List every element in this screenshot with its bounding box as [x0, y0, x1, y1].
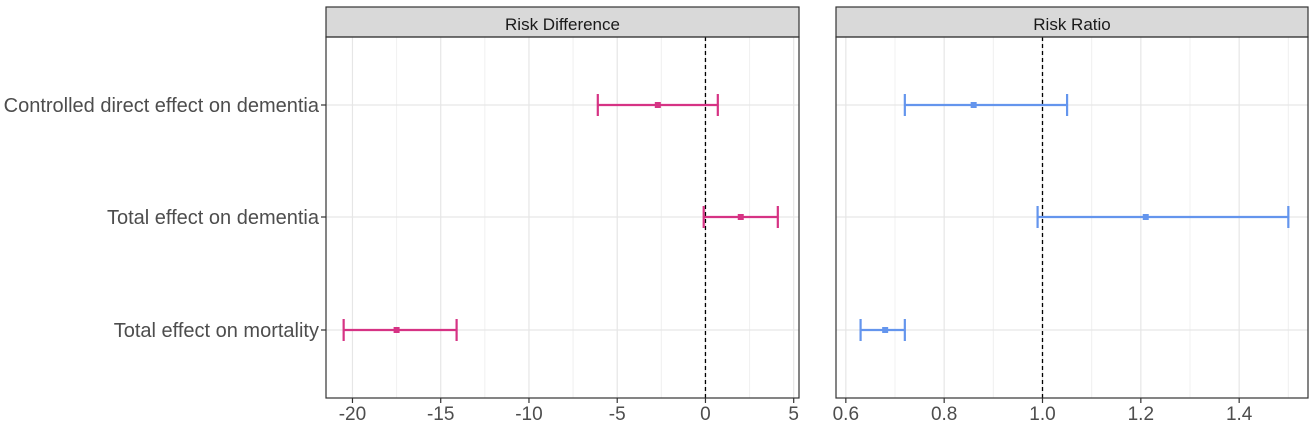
point-estimate: [654, 102, 661, 108]
category-label: Total effect on dementia: [107, 207, 320, 229]
x-tick-label: 1.0: [1029, 404, 1055, 425]
errorbar-1: [903, 94, 1069, 116]
panel-title: Risk Ratio: [1033, 15, 1110, 34]
category-label: Total effect on mortality: [114, 320, 319, 342]
panel-risk-ratio: Risk Ratio 0.6 0.8 1.0 1.2 1.4: [833, 6, 1309, 425]
errorbar-3: [859, 319, 906, 341]
errorbar-2: [1036, 206, 1290, 228]
point-estimate: [393, 327, 400, 333]
x-tick-label: -15: [427, 404, 454, 425]
point-estimate: [737, 214, 744, 220]
x-tick-label: -10: [515, 404, 542, 425]
errorbar-3: [342, 319, 458, 341]
x-tick-label: 5: [788, 404, 799, 425]
errorbar-1: [596, 94, 719, 116]
category-label: Controlled direct effect on dementia: [4, 95, 320, 117]
panel-border: [835, 36, 1309, 399]
panel-border: [325, 36, 800, 399]
errorbar-2: [702, 206, 779, 228]
x-tick-label: 0.6: [833, 404, 859, 425]
point-estimate: [970, 102, 977, 108]
x-tick-label: 1.2: [1128, 404, 1154, 425]
x-tick-label: 0: [700, 404, 711, 425]
point-estimate: [882, 327, 889, 333]
point-estimate: [1142, 214, 1149, 220]
x-tick-label: 0.8: [931, 404, 957, 425]
panel-title: Risk Difference: [505, 15, 620, 34]
x-tick-label: -20: [339, 404, 366, 425]
x-tick-label: 1.4: [1226, 404, 1253, 425]
x-tick-label: -5: [609, 404, 626, 425]
panel-risk-difference: Risk Difference -20 -15 -10 -5 0 5: [325, 6, 800, 425]
